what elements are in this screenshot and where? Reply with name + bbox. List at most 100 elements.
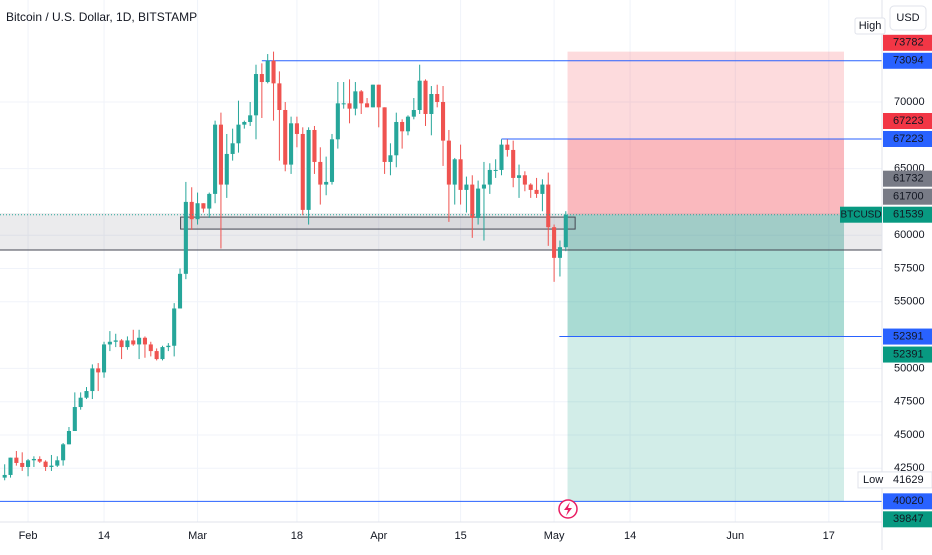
x-tick-label: 15 bbox=[454, 530, 466, 542]
candle-body bbox=[259, 74, 264, 83]
candle-body bbox=[300, 133, 305, 210]
currency-label[interactable]: USD bbox=[896, 12, 919, 24]
candle-body bbox=[417, 80, 422, 110]
y-tick-label: 55000 bbox=[894, 296, 925, 308]
price-tag bbox=[883, 346, 932, 363]
y-tick-label: 45000 bbox=[894, 429, 925, 441]
range-box bbox=[180, 216, 576, 230]
y-tick-label: 50000 bbox=[894, 362, 925, 374]
candle-body bbox=[37, 458, 42, 462]
candle-body bbox=[452, 159, 457, 185]
alert-bolt[interactable] bbox=[564, 502, 572, 516]
x-tick-label: May bbox=[544, 530, 565, 542]
candle-body bbox=[160, 347, 165, 360]
candle-body bbox=[242, 121, 247, 125]
candle-body bbox=[289, 123, 294, 165]
candle-body bbox=[218, 124, 223, 185]
candle-body bbox=[277, 83, 282, 110]
candle-body bbox=[8, 457, 13, 475]
price-tag bbox=[883, 493, 932, 510]
alert-icon[interactable] bbox=[558, 499, 578, 519]
candle-body bbox=[236, 124, 241, 144]
candle-body bbox=[534, 189, 539, 194]
candle-body bbox=[271, 60, 276, 84]
price-tag-label: 39847 bbox=[893, 513, 924, 525]
candle-body bbox=[43, 461, 48, 467]
chart-title: Bitcoin / U.S. Dollar, 1D, BITSTAMP bbox=[6, 10, 197, 24]
plot-area bbox=[0, 0, 882, 522]
price-tag bbox=[883, 112, 932, 129]
candle-body bbox=[166, 345, 171, 348]
candle-body bbox=[505, 144, 510, 150]
candle-body bbox=[540, 184, 545, 194]
candle-body bbox=[493, 169, 498, 171]
candle-body bbox=[72, 407, 77, 431]
high-tag bbox=[854, 17, 886, 35]
candle-body bbox=[335, 103, 340, 140]
candle-body bbox=[113, 340, 118, 342]
candle-body bbox=[253, 74, 259, 116]
support-zone bbox=[0, 213, 882, 250]
candle-body bbox=[294, 123, 299, 134]
candle-body bbox=[2, 474, 7, 478]
candle-body bbox=[324, 181, 329, 185]
candle-body bbox=[394, 121, 399, 156]
candle-body bbox=[487, 169, 492, 185]
price-tag-label: 73094 bbox=[893, 55, 924, 67]
candle-body bbox=[66, 430, 72, 445]
candle-body bbox=[20, 462, 25, 467]
candle-body bbox=[511, 149, 516, 178]
candle-body bbox=[154, 351, 159, 360]
candle-body bbox=[172, 308, 177, 346]
price-tag-label: 61539 bbox=[893, 209, 924, 221]
candle-body bbox=[283, 109, 288, 165]
price-tag bbox=[883, 511, 932, 528]
candle-body bbox=[119, 340, 124, 348]
candle-body bbox=[470, 184, 475, 218]
candle-body bbox=[557, 247, 562, 258]
candle-body bbox=[49, 465, 54, 467]
candle-body bbox=[552, 227, 557, 258]
price-tag-label: 61732 bbox=[893, 173, 924, 185]
candle-body bbox=[400, 121, 405, 132]
candle-body bbox=[563, 214, 568, 248]
candle-body bbox=[464, 184, 469, 190]
price-tag bbox=[883, 328, 932, 345]
candle-body bbox=[329, 139, 335, 182]
low-tag-label: Low bbox=[863, 474, 883, 486]
x-tick-label: 14 bbox=[624, 530, 636, 542]
candle-body bbox=[148, 344, 153, 352]
symbol-tag-label: BTCUSD bbox=[840, 209, 881, 220]
price-tag bbox=[883, 130, 932, 147]
candle-body bbox=[201, 203, 206, 209]
candle-body bbox=[14, 457, 19, 463]
candle-body bbox=[429, 94, 434, 114]
candle-body bbox=[499, 144, 504, 170]
candle-body bbox=[405, 116, 411, 132]
candle-body bbox=[90, 368, 95, 392]
price-tag-label: 73782 bbox=[893, 37, 924, 49]
candle-body bbox=[376, 84, 381, 108]
price-tag bbox=[883, 170, 932, 187]
candle-body bbox=[411, 109, 416, 117]
x-tick-label: 18 bbox=[291, 530, 303, 542]
candle-body bbox=[55, 460, 60, 466]
candle-body bbox=[423, 80, 428, 114]
currency-button[interactable] bbox=[889, 5, 927, 31]
candle-body bbox=[177, 273, 183, 309]
candle-body bbox=[183, 201, 188, 274]
y-tick-label: 47500 bbox=[894, 396, 925, 408]
stop-zone-inner bbox=[567, 138, 845, 215]
candle-body bbox=[318, 161, 323, 185]
x-tick-label: Mar bbox=[188, 530, 207, 542]
candle-body bbox=[516, 175, 522, 178]
candle-body bbox=[388, 155, 393, 162]
candle-body bbox=[230, 143, 235, 154]
candle-body bbox=[476, 188, 481, 218]
low-tag-value: 41629 bbox=[893, 474, 924, 486]
candle-body bbox=[522, 175, 527, 185]
y-tick-label: 60000 bbox=[894, 229, 925, 241]
candle-body bbox=[101, 344, 107, 373]
candle-body bbox=[458, 159, 463, 190]
